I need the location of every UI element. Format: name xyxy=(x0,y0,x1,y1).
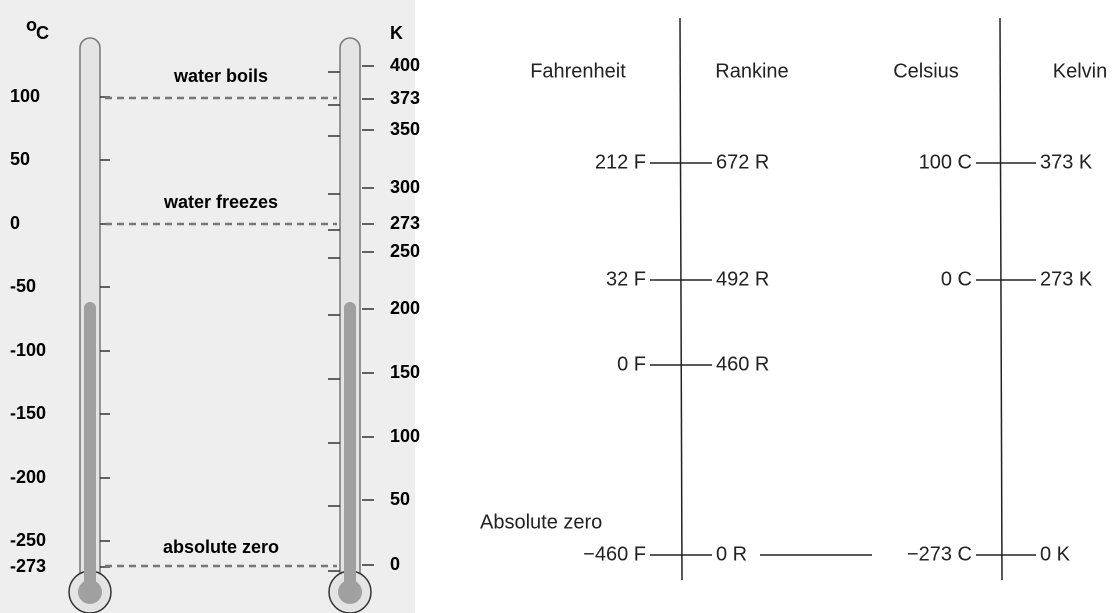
axis-line xyxy=(679,17,683,581)
rankine-value: 460 R xyxy=(716,353,769,375)
degree-mark: o xyxy=(26,15,37,35)
celsius-tick-label: -200 xyxy=(10,467,46,487)
celsius-tick-label: -50 xyxy=(10,276,36,296)
rankine-value: 0 R xyxy=(716,543,747,565)
kelvin-thermometer xyxy=(328,37,372,613)
column-header: Rankine xyxy=(715,60,788,82)
celsius-tick-label: -250 xyxy=(10,530,46,550)
mercury-bulb xyxy=(338,580,362,604)
kelvin-tick-label: 373 xyxy=(390,88,420,108)
kelvin-tick-label: 250 xyxy=(390,241,420,261)
celsius-value: 100 C xyxy=(919,151,972,173)
kelvin-tick-label: 300 xyxy=(390,177,420,197)
kelvin-unit: K xyxy=(390,23,403,43)
column-header: Celsius xyxy=(893,60,959,82)
kelvin-tick-label: 400 xyxy=(390,55,420,75)
rankine-value: 672 R xyxy=(716,151,769,173)
marker-label: absolute zero xyxy=(163,537,279,557)
fahrenheit-value: 0 F xyxy=(617,353,646,375)
marker-label: water freezes xyxy=(163,192,278,212)
marker-label: water boils xyxy=(173,66,268,86)
column-header: Fahrenheit xyxy=(530,60,626,82)
kelvin-value: 0 K xyxy=(1040,543,1071,565)
fahrenheit-value: −460 F xyxy=(583,543,646,565)
kelvin-value: 273 K xyxy=(1040,268,1093,290)
absolute-zero-label: Absolute zero xyxy=(480,511,602,533)
mercury-bulb xyxy=(78,580,102,604)
celsius-tick-label: -150 xyxy=(10,403,46,423)
kelvin-tick-label: 273 xyxy=(390,213,420,233)
kelvin-tick-label: 50 xyxy=(390,489,410,509)
kelvin-tick-label: 350 xyxy=(390,119,420,139)
celsius-unit: C xyxy=(36,23,49,43)
mercury xyxy=(344,302,356,592)
celsius-value: −273 C xyxy=(907,543,972,565)
kelvin-tick-label: 0 xyxy=(390,554,400,574)
fahrenheit-value: 32 F xyxy=(606,268,646,290)
celsius-value: 0 C xyxy=(941,268,972,290)
celsius-tick-label: -100 xyxy=(10,340,46,360)
celsius-tick-label: 50 xyxy=(10,149,30,169)
celsius-tick-label: 100 xyxy=(10,86,40,106)
celsius-tick-label: 0 xyxy=(10,213,20,233)
kelvin-tick-label: 200 xyxy=(390,298,420,318)
column-header: Kelvin xyxy=(1053,60,1107,82)
celsius-tick-label: -273 xyxy=(10,556,46,576)
rankine-value: 492 R xyxy=(716,268,769,290)
kelvin-tick-label: 100 xyxy=(390,426,420,446)
fahrenheit-value: 212 F xyxy=(595,151,646,173)
axis-line xyxy=(999,17,1003,581)
celsius-thermometer xyxy=(68,37,112,613)
scale-lines xyxy=(679,17,1003,581)
kelvin-tick-label: 150 xyxy=(390,362,420,382)
mercury xyxy=(84,302,96,592)
kelvin-value: 373 K xyxy=(1040,151,1093,173)
